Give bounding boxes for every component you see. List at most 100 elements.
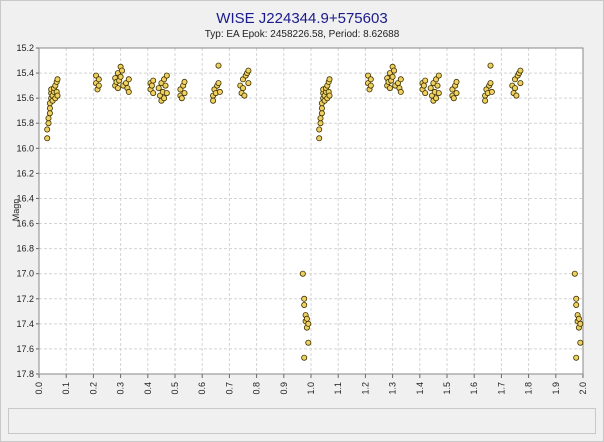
data-point — [422, 90, 429, 97]
footer-panel — [8, 408, 596, 434]
x-tick-label: 1.7 — [496, 382, 506, 395]
data-point — [119, 67, 126, 74]
x-tick-label: 0.2 — [88, 382, 98, 395]
x-tick-label: 1.8 — [524, 382, 534, 395]
x-tick-label: 1.0 — [306, 382, 316, 395]
data-point — [125, 76, 132, 83]
data-point — [571, 270, 578, 277]
data-point — [386, 85, 393, 92]
data-point — [305, 320, 312, 327]
data-point — [46, 105, 53, 112]
data-point — [216, 88, 223, 95]
data-point — [487, 62, 494, 69]
y-tick-label: 16.8 — [16, 244, 34, 254]
data-point — [453, 90, 460, 97]
y-tick-label: 16.2 — [16, 168, 34, 178]
data-point — [517, 67, 524, 74]
x-tick-label: 1.1 — [333, 382, 343, 395]
data-point — [245, 80, 252, 87]
data-point — [305, 339, 312, 346]
x-tick-label: 0.5 — [170, 382, 180, 395]
y-tick-label: 17.6 — [16, 344, 34, 354]
data-point — [163, 90, 170, 97]
x-tick-label: 1.9 — [551, 382, 561, 395]
data-point — [117, 73, 124, 80]
data-point — [453, 78, 460, 85]
data-point — [317, 120, 324, 127]
x-tick-label: 0.1 — [61, 382, 71, 395]
data-point — [433, 95, 440, 102]
data-point — [577, 320, 584, 327]
data-point — [316, 126, 323, 133]
data-point — [95, 76, 102, 83]
data-point — [54, 92, 61, 99]
data-point — [367, 82, 374, 89]
chart-subtitle: Typ: EA Epok: 2458226.58, Period: 8.6268… — [204, 29, 400, 40]
data-point — [573, 295, 580, 302]
data-point — [487, 80, 494, 87]
x-tick-label: 1.6 — [469, 382, 479, 395]
data-point — [54, 76, 61, 83]
data-point — [95, 82, 102, 89]
data-point — [44, 135, 51, 142]
y-tick-label: 17.0 — [16, 269, 34, 279]
data-point — [575, 315, 582, 322]
data-point — [155, 85, 162, 92]
y-tick-label: 15.8 — [16, 118, 34, 128]
data-point — [181, 90, 188, 97]
data-point — [162, 82, 169, 89]
data-point — [301, 295, 308, 302]
data-point — [303, 315, 310, 322]
data-point — [326, 92, 333, 99]
y-tick-label: 17.2 — [16, 294, 34, 304]
x-tick-label: 0.8 — [252, 382, 262, 395]
data-point — [215, 80, 222, 87]
y-tick-label: 17.8 — [16, 369, 34, 379]
data-point — [435, 90, 442, 97]
plot-frame — [38, 47, 584, 375]
data-point — [148, 82, 155, 89]
data-point — [163, 72, 170, 79]
data-point — [422, 77, 429, 84]
data-point — [161, 95, 168, 102]
x-tick-label: 1.4 — [415, 382, 425, 395]
y-tick-label: 15.6 — [16, 93, 34, 103]
data-point — [573, 354, 580, 361]
data-point — [181, 78, 188, 85]
data-point — [420, 82, 427, 89]
data-point — [46, 110, 53, 117]
data-point — [488, 88, 495, 95]
x-tick-label: 0.4 — [143, 382, 153, 395]
data-point — [512, 85, 519, 92]
data-point — [241, 92, 248, 99]
y-tick-label: 15.2 — [16, 43, 34, 53]
data-point — [210, 97, 217, 104]
x-tick-label: 1.3 — [388, 382, 398, 395]
chart-title: WISE J224344.9+575603 — [216, 10, 388, 27]
x-tick-label: 1.2 — [360, 382, 370, 395]
data-point — [517, 80, 524, 87]
data-point — [150, 77, 157, 84]
x-tick-label: 1.5 — [442, 382, 452, 395]
data-point — [125, 88, 132, 95]
x-tick-label: 0.9 — [279, 382, 289, 395]
data-point — [178, 95, 185, 102]
x-tick-label: 0.0 — [34, 382, 44, 395]
x-tick-label: 0.3 — [116, 382, 126, 395]
data-point — [316, 135, 323, 142]
data-point — [317, 115, 324, 122]
data-point — [450, 95, 457, 102]
data-point — [577, 339, 584, 346]
data-point — [397, 76, 404, 83]
data-point — [326, 76, 333, 83]
data-point — [215, 62, 222, 69]
data-point — [45, 115, 52, 122]
data-point — [435, 72, 442, 79]
data-point — [513, 92, 520, 99]
y-tick-label: 16.6 — [16, 219, 34, 229]
data-point — [573, 301, 580, 308]
data-point — [301, 354, 308, 361]
data-point — [397, 88, 404, 95]
data-point — [318, 105, 325, 112]
